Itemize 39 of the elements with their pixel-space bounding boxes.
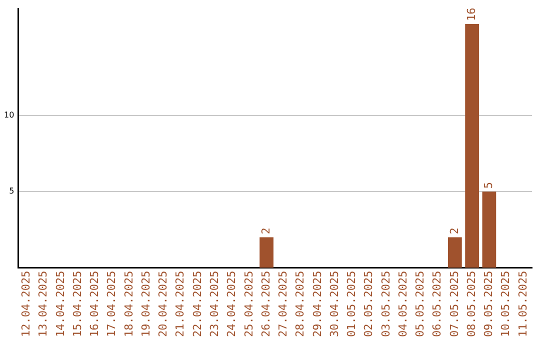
x-tick-label: 17.04.2025 [105, 270, 118, 338]
x-tick-label: 20.04.2025 [156, 270, 170, 338]
x-tick-label: 09.05.2025 [482, 270, 496, 338]
x-tick-label: 25.04.2025 [242, 270, 256, 338]
x-tick-label: 10.05.2025 [499, 270, 512, 338]
data-label: 5 [482, 182, 496, 189]
x-tick-label: 05.05.2025 [414, 270, 427, 338]
x-tick-label: 18.04.2025 [122, 270, 136, 338]
x-tick-label: 03.05.2025 [379, 270, 392, 338]
bar [465, 24, 479, 268]
x-tick-label: 01.05.2025 [345, 270, 358, 338]
x-tick-label: 29.04.2025 [310, 270, 324, 338]
x-tick-label: 13.04.2025 [36, 270, 50, 338]
bar [482, 192, 496, 268]
x-tick-label: 26.04.2025 [259, 270, 272, 338]
data-label: 16 [464, 8, 478, 22]
x-tick-label: 11.05.2025 [516, 270, 530, 338]
x-tick-label: 14.04.2025 [54, 270, 67, 338]
x-tick-label: 06.05.2025 [430, 270, 444, 338]
x-tick-label: 19.04.2025 [139, 270, 152, 338]
bar [448, 237, 462, 268]
x-tick-label: 08.05.2025 [464, 270, 478, 338]
data-label: 2 [448, 228, 461, 234]
x-tick-label: 24.04.2025 [225, 270, 238, 338]
x-tick-label: 22.04.2025 [190, 270, 204, 338]
x-tick-label: 16.04.2025 [88, 270, 102, 338]
x-tick-label: 12.04.2025 [20, 270, 33, 338]
x-tick-label: 15.04.2025 [70, 270, 84, 338]
data-label: 2 [259, 228, 272, 234]
x-tick-label: 27.04.2025 [276, 270, 290, 338]
bar [260, 237, 274, 268]
x-tick-label: 07.05.2025 [448, 270, 461, 338]
x-tick-label: 28.04.2025 [294, 270, 307, 338]
x-tick-label: 02.05.2025 [362, 270, 376, 338]
x-tick-label: 04.05.2025 [396, 270, 410, 338]
y-tick-label: 10 [4, 110, 14, 120]
x-tick-label: 30.04.2025 [328, 270, 341, 338]
x-tick-label: 21.04.2025 [174, 270, 187, 338]
x-tick-label: 23.04.2025 [208, 270, 222, 338]
